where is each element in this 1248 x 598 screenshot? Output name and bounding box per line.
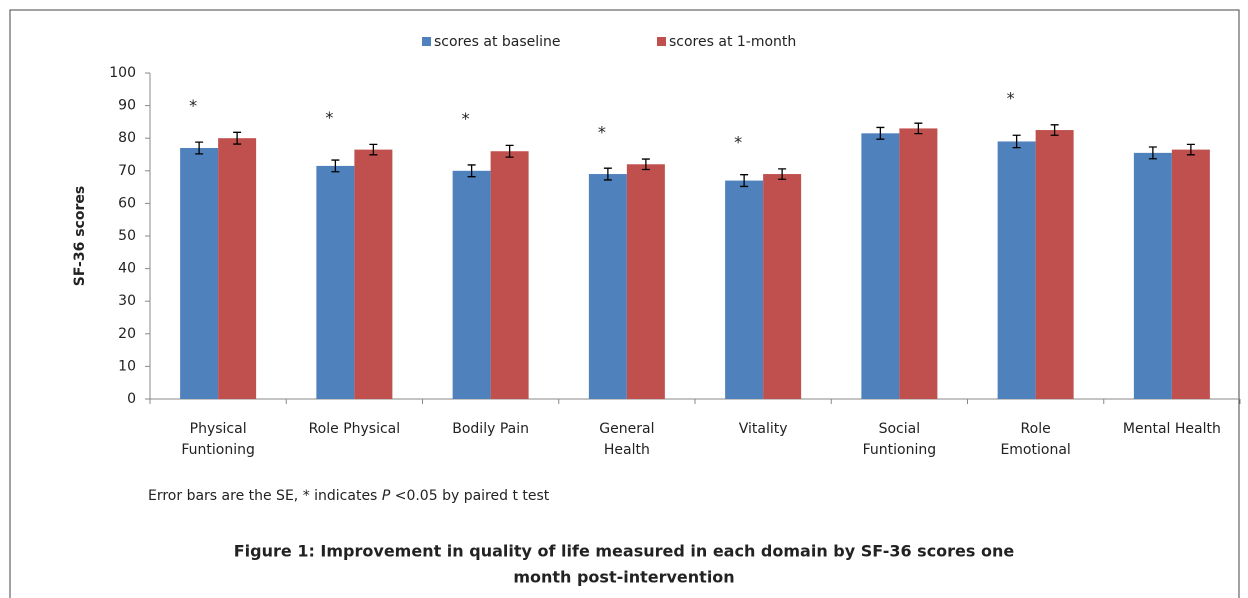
y-tick-label: 70: [118, 163, 136, 179]
note-text: Error bars are the SE, * indicates: [148, 488, 382, 504]
x-tick-label-line: Bodily Pain: [452, 421, 529, 437]
x-tick-label-line: Mental Health: [1123, 421, 1221, 437]
x-tick-label-line: Physical: [190, 421, 247, 437]
caption: month post-intervention: [513, 568, 734, 587]
x-tick-label-line: Social: [879, 421, 921, 437]
caption: Figure 1: Improvement in quality of life…: [234, 542, 1015, 561]
x-tick-label: Physical Funtioning: [181, 421, 255, 458]
error-bar: [1186, 143, 1195, 156]
x-tick-label: Role Emotional: [1000, 421, 1070, 458]
significance-marker: *: [325, 108, 333, 127]
y-tick-label: 90: [118, 98, 136, 114]
x-tick-label-line: Role Physical: [309, 421, 401, 437]
note: Error bars are the SE, * indicates P <0.…: [148, 488, 550, 504]
x-tick-label-line: Funtioning: [863, 442, 937, 458]
bar: [490, 151, 529, 399]
error-bar: [1148, 146, 1157, 160]
x-tick-label-line: Role: [1021, 421, 1051, 437]
significance-marker: *: [598, 123, 606, 142]
error-bar: [641, 158, 650, 171]
error-bar: [876, 126, 885, 140]
bar: [626, 164, 665, 399]
error-bar: [369, 143, 378, 156]
x-tick-label-line: Emotional: [1000, 442, 1070, 458]
error-bar: [331, 159, 340, 173]
error-bar: [603, 167, 612, 181]
x-tick-label-line: General: [599, 421, 654, 437]
legend-swatch: [422, 37, 431, 46]
x-tick-label: Vitality: [739, 421, 788, 437]
legend-label: scores at baseline: [434, 34, 561, 50]
bar: [1171, 149, 1210, 399]
note-text: P: [382, 488, 391, 504]
y-tick-label: 0: [127, 391, 136, 407]
bar: [316, 165, 355, 399]
significance-marker: *: [189, 96, 197, 115]
legend-label: scores at 1-month: [669, 34, 796, 50]
x-tick-label: Mental Health: [1123, 421, 1221, 437]
y-tick-label: 80: [118, 130, 136, 146]
x-tick-label: Social Funtioning: [863, 421, 937, 458]
x-tick-label: General Health: [599, 421, 654, 458]
y-tick-label: 100: [109, 65, 136, 81]
error-bar: [467, 164, 476, 178]
y-tick-label: 40: [118, 261, 136, 277]
error-bar: [914, 122, 923, 135]
significance-marker: *: [462, 109, 470, 128]
bar: [861, 133, 900, 399]
y-tick-label: 20: [118, 326, 136, 342]
y-tick-label: 10: [118, 358, 136, 374]
bar: [218, 138, 257, 399]
error-bar: [1012, 134, 1021, 149]
note-text: <0.05 by paired t test: [390, 488, 550, 504]
error-bar: [1050, 124, 1059, 136]
x-tick-label: Role Physical: [309, 421, 401, 437]
bar: [354, 149, 393, 399]
bar: [899, 128, 938, 400]
significance-marker: *: [1007, 88, 1015, 107]
y-tick-label: 50: [118, 228, 136, 244]
bar: [1133, 152, 1172, 399]
x-tick-label: Bodily Pain: [452, 421, 529, 437]
bar: [997, 141, 1036, 399]
bar: [763, 174, 802, 399]
y-axis-label: SF-36 scores: [72, 186, 88, 286]
bar: [725, 180, 764, 399]
bar: [588, 174, 627, 399]
x-tick-label-line: Vitality: [739, 421, 788, 437]
y-tick-label: 30: [118, 293, 136, 309]
error-bar: [233, 131, 242, 145]
error-bar: [778, 168, 787, 180]
significance-marker: *: [734, 132, 742, 151]
error-bar: [195, 141, 204, 155]
error-bar: [505, 144, 514, 158]
x-tick-label-line: Health: [604, 442, 650, 458]
bar: [452, 170, 491, 399]
legend-swatch: [657, 37, 666, 46]
error-bar: [740, 174, 749, 188]
bar: [180, 147, 219, 399]
bar: [1035, 130, 1074, 400]
x-tick-label-line: Funtioning: [181, 442, 255, 458]
y-tick-label: 60: [118, 195, 136, 211]
